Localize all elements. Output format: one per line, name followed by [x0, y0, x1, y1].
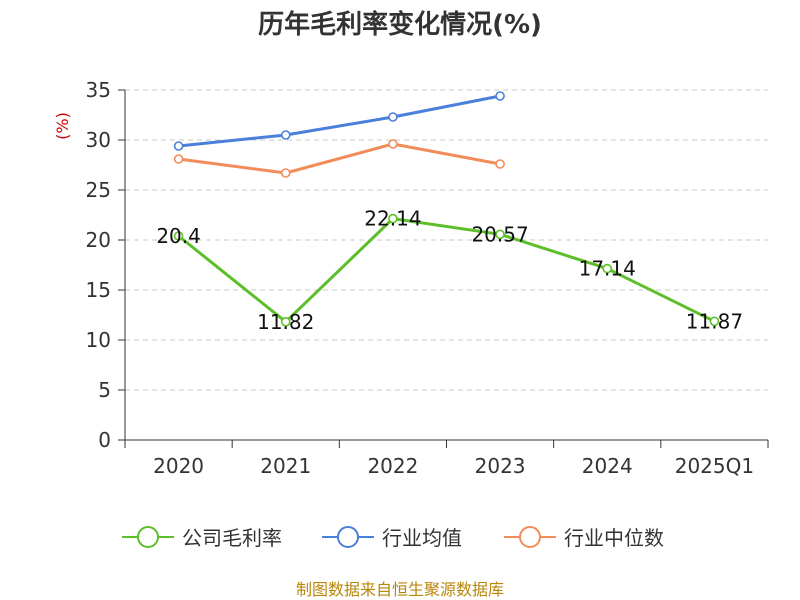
- chart-title: 历年毛利率变化情况(%): [258, 9, 542, 40]
- x-tick-label: 2022: [367, 454, 418, 478]
- data-point: [280, 168, 291, 178]
- series-layer: 20.4 11.82 22.14 20.57 17.14 11.87: [156, 91, 743, 334]
- legend: 公司毛利率 行业均值 行业中位数: [122, 526, 664, 550]
- x-tick-label: 2020: [153, 454, 204, 478]
- legend-marker: [137, 526, 159, 548]
- data-label: 11.87: [686, 309, 743, 333]
- data-label: 11.82: [257, 310, 314, 334]
- legend-item: 行业均值: [322, 526, 462, 550]
- legend-item: 行业中位数: [504, 526, 664, 550]
- data-point: [495, 229, 505, 240]
- y-tick-label: 30: [86, 128, 111, 152]
- data-point: [173, 141, 184, 151]
- x-tick-label: 2023: [475, 454, 526, 478]
- series-line: [178, 142, 501, 175]
- y-tick-label: 20: [86, 228, 111, 252]
- series-2: [173, 139, 505, 178]
- data-point: [280, 130, 291, 140]
- source-note: 制图数据来自恒生聚源数据库: [296, 580, 504, 599]
- y-tick-label: 15: [86, 278, 111, 302]
- y-tick-label: 10: [86, 328, 111, 352]
- x-tick-label: 2024: [582, 454, 633, 478]
- data-point: [173, 231, 184, 241]
- data-point: [495, 91, 505, 101]
- y-tick-label: 5: [98, 378, 111, 402]
- legend-marker: [519, 526, 541, 548]
- data-point: [709, 316, 720, 327]
- legend-label: 行业中位数: [564, 526, 664, 550]
- x-tick-label: 2021: [260, 454, 311, 478]
- series-line: [178, 94, 501, 148]
- data-point: [388, 112, 398, 122]
- data-point: [388, 213, 398, 224]
- grid-lines: [125, 89, 768, 391]
- series-line: [177, 217, 716, 324]
- y-tick-label: 0: [98, 428, 111, 452]
- data-label: 20.57: [471, 222, 528, 246]
- data-point: [280, 316, 291, 327]
- y-axis-label: (%): [53, 112, 72, 140]
- y-tick-label: 25: [86, 178, 111, 202]
- data-label: 22.14: [364, 207, 421, 231]
- x-tick-label: 2025Q1: [675, 454, 754, 478]
- data-point: [602, 263, 613, 274]
- legend-label: 公司毛利率: [182, 526, 282, 550]
- legend-label: 行业均值: [382, 526, 462, 550]
- data-label: 20.4: [156, 224, 201, 248]
- legend-item: 公司毛利率: [122, 526, 282, 550]
- data-point: [495, 159, 505, 169]
- y-tick-label: 35: [86, 78, 111, 102]
- legend-marker: [337, 526, 359, 548]
- data-label: 17.14: [579, 257, 636, 281]
- series-0: 20.4 11.82 22.14 20.57 17.14 11.87: [156, 207, 743, 334]
- axes: 0 5 10 15 20 25 30 35 2020 2021 2022 2023 2024 2025Q1: [86, 78, 769, 478]
- data-point: [388, 139, 398, 149]
- series-1: [173, 91, 505, 151]
- data-point: [173, 154, 184, 164]
